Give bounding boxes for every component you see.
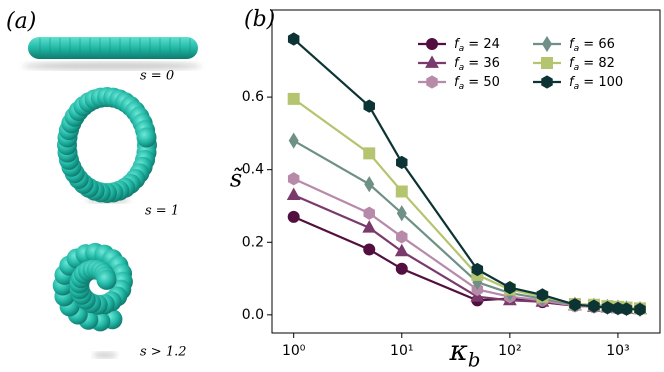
x-axis-label: κb bbox=[449, 334, 481, 371]
panel-label: (a) bbox=[6, 9, 36, 34]
marker bbox=[536, 288, 549, 302]
marker bbox=[426, 75, 438, 89]
series bbox=[287, 92, 646, 315]
y-tick-label: 0.2 bbox=[242, 234, 264, 250]
x-tick-label: 10¹ bbox=[390, 343, 413, 359]
marker bbox=[287, 32, 300, 46]
marker bbox=[541, 75, 553, 89]
marker bbox=[287, 172, 300, 186]
shape-label: s = 0 bbox=[140, 69, 174, 84]
marker bbox=[286, 187, 301, 200]
marker bbox=[396, 155, 408, 170]
y-tick-label: 0.4 bbox=[242, 162, 264, 178]
legend-label: fa = 24 bbox=[454, 37, 500, 54]
line bbox=[293, 139, 641, 311]
marker bbox=[363, 206, 375, 220]
legend-label: fa = 82 bbox=[569, 56, 615, 73]
line bbox=[293, 194, 641, 311]
marker bbox=[504, 281, 516, 295]
marker bbox=[287, 210, 300, 223]
legend-label: fa = 36 bbox=[454, 56, 500, 73]
illustrations bbox=[22, 37, 202, 358]
shadow bbox=[22, 62, 202, 70]
marker bbox=[396, 230, 408, 244]
x-tick-label: 10⁰ bbox=[282, 343, 306, 359]
marker bbox=[395, 262, 408, 275]
x-tick-label: 10² bbox=[498, 343, 521, 359]
marker bbox=[363, 243, 376, 256]
marker bbox=[364, 176, 375, 193]
marker bbox=[363, 99, 375, 113]
marker bbox=[634, 302, 646, 317]
marker bbox=[541, 57, 553, 69]
marker bbox=[363, 147, 376, 160]
rod bbox=[28, 37, 198, 59]
bead bbox=[96, 269, 117, 290]
marker bbox=[601, 300, 614, 315]
marker bbox=[394, 243, 409, 257]
y-tick-label: 0.0 bbox=[242, 307, 264, 323]
shape-label: s > 1.2 bbox=[140, 345, 187, 360]
marker bbox=[588, 299, 600, 313]
series bbox=[287, 32, 646, 317]
marker bbox=[542, 35, 552, 53]
x-tick-label: 10³ bbox=[606, 343, 629, 359]
marker bbox=[569, 298, 581, 312]
y-axis-label: s̃ bbox=[230, 165, 244, 193]
bead bbox=[136, 127, 157, 148]
series bbox=[287, 172, 646, 317]
y-tick-label: 0.6 bbox=[242, 89, 264, 105]
panel-label: (b) bbox=[244, 7, 275, 32]
marker bbox=[471, 262, 484, 277]
plot-frame bbox=[271, 9, 661, 334]
marker bbox=[620, 302, 633, 316]
marker bbox=[396, 205, 407, 222]
legend-label: fa = 100 bbox=[569, 75, 623, 92]
legend-label: fa = 66 bbox=[569, 37, 615, 54]
marker bbox=[287, 92, 300, 105]
marker bbox=[362, 220, 377, 233]
shape-label: s = 1 bbox=[145, 204, 179, 219]
marker bbox=[395, 185, 408, 198]
marker bbox=[288, 132, 299, 149]
marker bbox=[425, 55, 439, 68]
shadow bbox=[93, 352, 117, 358]
series bbox=[288, 132, 645, 318]
marker bbox=[426, 38, 438, 50]
legend-label: fa = 50 bbox=[454, 75, 500, 92]
